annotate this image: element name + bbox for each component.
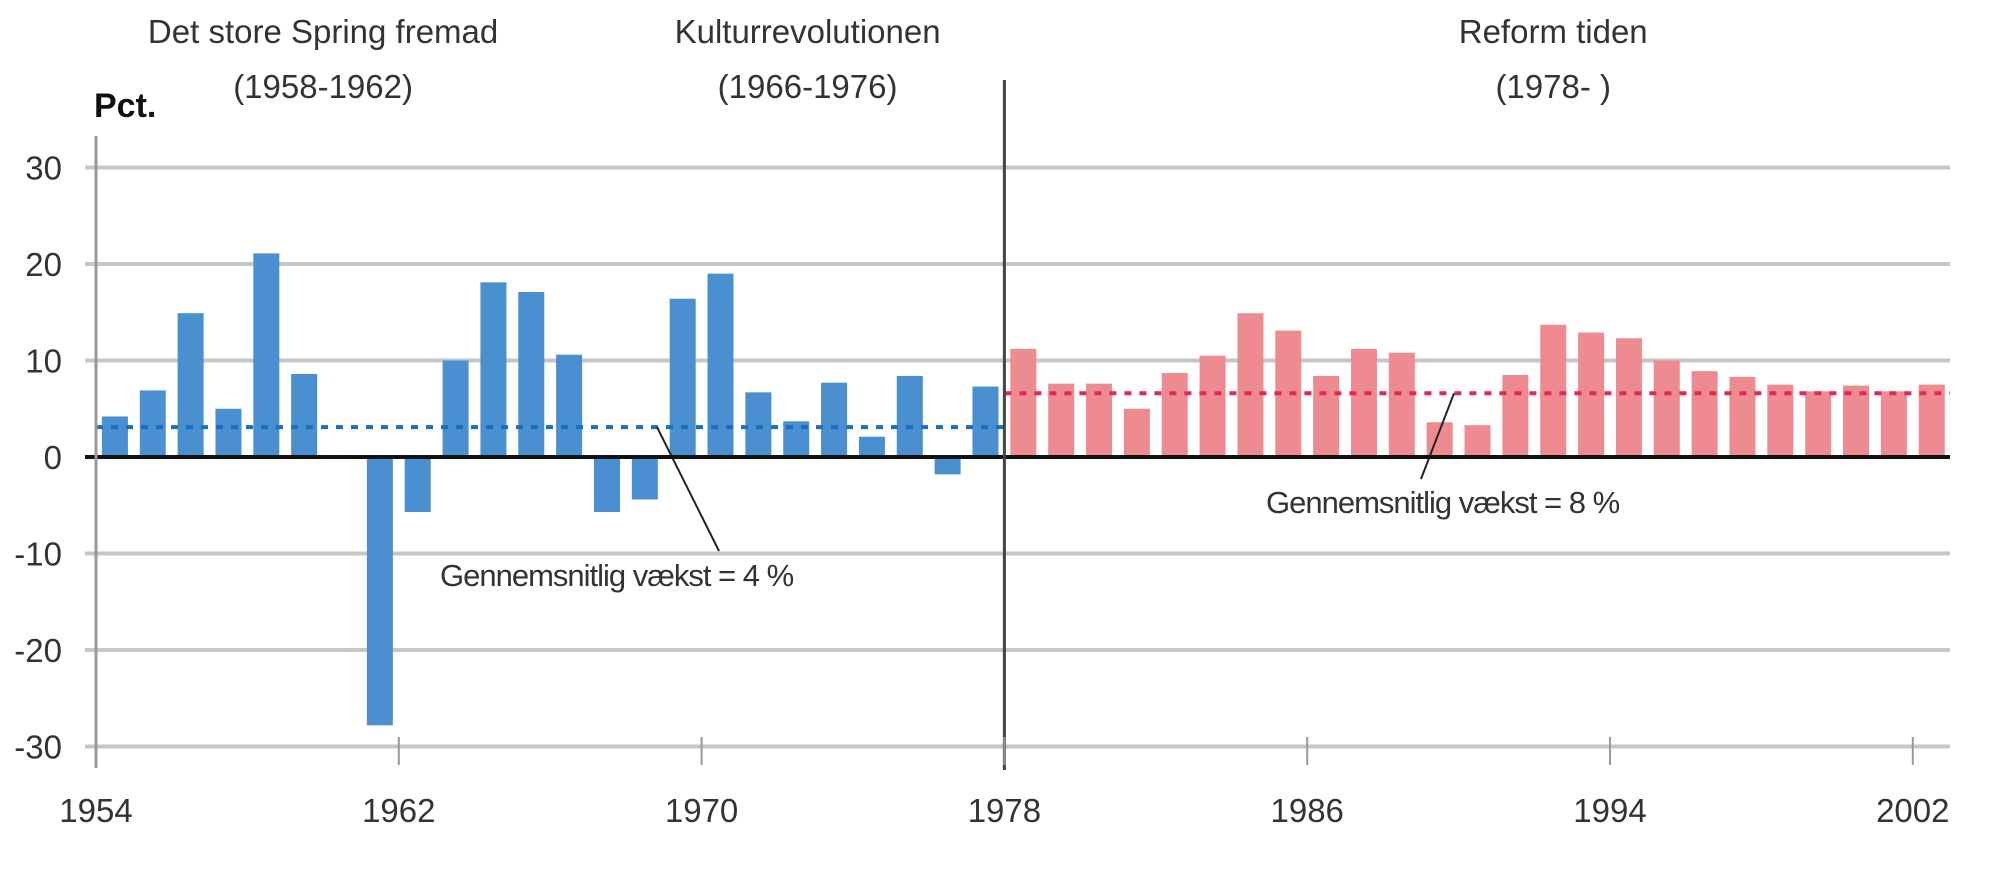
bar-1981 xyxy=(1123,408,1150,457)
period-range-cultural-revolution: (1966-1976) xyxy=(718,68,898,105)
y-tick-label: -20 xyxy=(14,632,62,669)
y-tick-label: 30 xyxy=(25,150,62,187)
bar-2001 xyxy=(1880,391,1907,457)
bar-1965 xyxy=(518,291,545,457)
bar-1963 xyxy=(442,360,469,457)
bar-1976 xyxy=(934,457,961,475)
average-label-reform: Gennemsnitlig vækst = 8 % xyxy=(1266,485,1620,520)
bar-1999 xyxy=(1805,391,1832,457)
bar-1968 xyxy=(631,457,658,500)
x-tick-label: 1962 xyxy=(362,792,435,829)
bar-1957 xyxy=(215,408,242,457)
x-tick-label: 2002 xyxy=(1876,792,1949,829)
bar-1996 xyxy=(1691,371,1718,457)
bar-1966 xyxy=(556,354,583,457)
period-title-great-leap: Det store Spring fremad xyxy=(148,13,498,50)
bar-1955 xyxy=(139,390,166,457)
average-leader-line-reform xyxy=(1420,392,1455,480)
bar-1975 xyxy=(896,375,923,457)
bar-2002 xyxy=(1918,384,1945,457)
bar-1984 xyxy=(1237,313,1264,457)
axes: 30 20 10 0 -10 -20 -30 1954 1962 1970 1978 1986 1994… xyxy=(14,80,1950,829)
bar-1997 xyxy=(1729,376,1756,457)
y-axis-unit-label: Pct. xyxy=(94,87,156,125)
bar-2000 xyxy=(1843,385,1870,457)
bar-1988 xyxy=(1388,352,1415,457)
bar-1995 xyxy=(1653,360,1680,457)
bar-1990 xyxy=(1464,425,1491,457)
bar-1970 xyxy=(707,273,734,457)
bar-1983 xyxy=(1199,355,1226,457)
bar-1980 xyxy=(1086,383,1113,457)
x-tick-label: 1994 xyxy=(1573,792,1646,829)
x-tick-label: 1978 xyxy=(968,792,1041,829)
bar-1961 xyxy=(366,457,393,726)
average-label-pre-reform: Gennemsnitlig vækst = 4 % xyxy=(440,558,794,593)
bar-1974 xyxy=(858,436,885,457)
bar-1954 xyxy=(101,416,128,457)
x-tick-label: 1970 xyxy=(665,792,738,829)
bars xyxy=(101,253,1945,726)
bar-1956 xyxy=(177,313,204,457)
bar-1962 xyxy=(404,457,431,513)
y-tick-label: 10 xyxy=(25,343,62,380)
bar-1958 xyxy=(253,253,280,457)
average-lines xyxy=(96,391,1950,552)
bar-1969 xyxy=(669,298,696,457)
bar-1964 xyxy=(480,282,507,457)
bar-1982 xyxy=(1161,373,1188,457)
x-tick-label: 1986 xyxy=(1270,792,1343,829)
bar-1967 xyxy=(593,457,620,513)
bar-1977 xyxy=(972,386,999,457)
bar-1986 xyxy=(1313,375,1340,457)
period-range-great-leap: (1958-1962) xyxy=(233,68,413,105)
bar-1991 xyxy=(1502,374,1529,457)
bar-1973 xyxy=(821,382,848,457)
bar-1971 xyxy=(745,392,772,457)
bar-1987 xyxy=(1350,348,1377,457)
y-tick-label: 20 xyxy=(25,246,62,283)
bar-1998 xyxy=(1767,384,1794,457)
x-tick-label: 1954 xyxy=(59,792,132,829)
period-title-reform: Reform tiden xyxy=(1459,13,1648,50)
bar-1978 xyxy=(1010,348,1037,457)
y-tick-label: -30 xyxy=(14,729,62,766)
y-tick-label: 0 xyxy=(44,439,62,476)
period-range-reform: (1978- ) xyxy=(1495,68,1611,105)
period-title-cultural-revolution: Kulturrevolutionen xyxy=(675,13,941,50)
bar-1992 xyxy=(1540,324,1567,457)
labels: Pct. Det store Spring fremad (1958-1962)… xyxy=(94,13,1648,593)
bar-1994 xyxy=(1615,338,1642,457)
bar-1959 xyxy=(291,374,318,457)
y-tick-label: -10 xyxy=(14,536,62,573)
average-leader-line-pre-reform xyxy=(656,426,720,552)
bar-1979 xyxy=(1048,383,1075,457)
